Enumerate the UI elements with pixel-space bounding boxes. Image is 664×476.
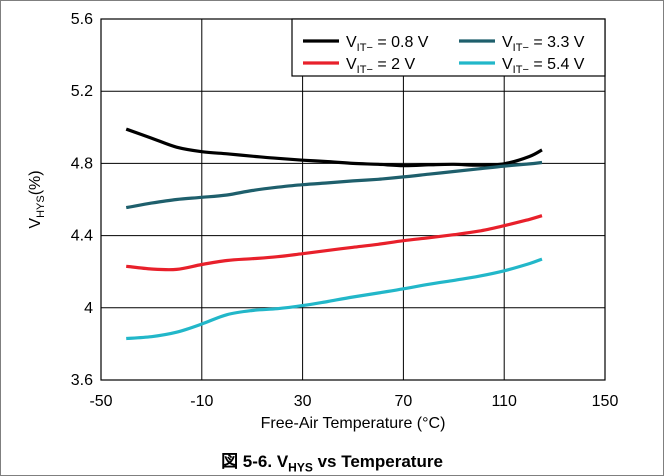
- x-tick-label: 110: [491, 393, 517, 410]
- caption-main: V: [276, 452, 289, 471]
- legend-label-1: VIT− = 3.3 V: [502, 34, 585, 54]
- series-layer: [125, 127, 543, 341]
- figure-caption: 図 5-6. VHYS vs Temperature: [0, 447, 664, 474]
- y-tick-label: 5.6: [71, 11, 93, 28]
- y-tick-label: 5.2: [71, 83, 93, 100]
- x-tick-label: -10: [190, 393, 213, 410]
- series-line-3: [126, 257, 543, 341]
- x-axis-title: Free-Air Temperature (°C): [261, 415, 446, 432]
- y-tick-label: 3.6: [71, 372, 93, 389]
- x-tick-label: 30: [294, 393, 312, 410]
- line-chart: -50 -10 30 70 110 150 3.6 4 4.4 4.8 5.2 5.6 Free-Ai…: [27, 11, 619, 432]
- y-tick-label: 4.4: [71, 228, 93, 245]
- x-tick-label: -50: [89, 393, 112, 410]
- caption-prefix: 図 5-6.: [221, 452, 277, 471]
- y-axis-title: VHYS(%): [27, 170, 47, 228]
- y-axis-title-main: V: [27, 218, 44, 229]
- legend: VIT− = 0.8 V VIT− = 3.3 V VIT− = 2 V VIT− =…: [291, 18, 606, 77]
- y-axis-title-unit: (%): [27, 170, 44, 195]
- legend-box: [291, 18, 606, 77]
- legend-label-3: VIT− = 5.4 V: [502, 56, 585, 76]
- series-line-0: [125, 127, 543, 168]
- y-axis-title-subscript: HYS: [35, 195, 47, 218]
- legend-label-0: VIT− = 0.8 V: [346, 34, 429, 54]
- series-line-1: [125, 160, 543, 210]
- caption-subscript: HYS: [288, 460, 313, 475]
- y-tick-label: 4: [84, 300, 93, 317]
- series-line-2: [126, 214, 543, 272]
- y-tick-label: 4.8: [71, 155, 93, 172]
- x-tick-label: 150: [592, 393, 619, 410]
- caption-suffix: vs Temperature: [312, 452, 443, 471]
- x-tick-label: 70: [395, 393, 413, 410]
- legend-label-2: VIT− = 2 V: [346, 56, 415, 76]
- tick-layer: -50 -10 30 70 110 150 3.6 4 4.4 4.8 5.2 5.6: [71, 11, 619, 410]
- grid-layer: [101, 19, 605, 380]
